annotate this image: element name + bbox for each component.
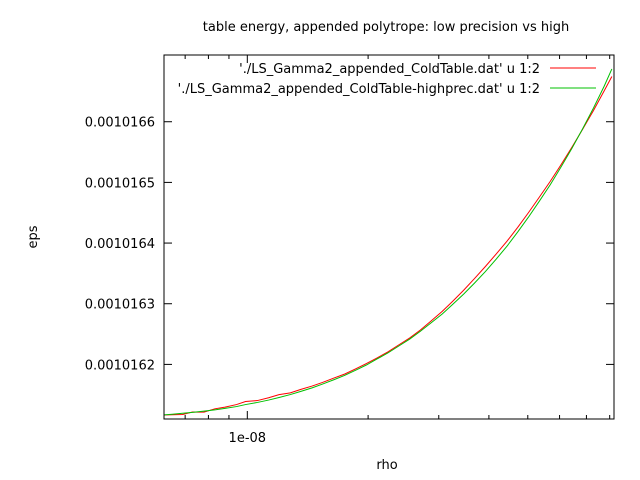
y-tick-label: 0.0010163 [85,298,155,313]
x-axis-label: rho [376,458,397,473]
chart-title: table energy, appended polytrope: low pr… [203,20,569,35]
y-tick-label: 0.0010162 [85,358,155,373]
y-tick-label: 0.0010166 [85,116,155,131]
y-tick-label: 0.0010164 [85,237,155,252]
series-line-1 [164,76,613,416]
legend: './LS_Gamma2_appended_ColdTable.dat' u 1… [178,62,596,97]
legend-label-2: './LS_Gamma2_appended_ColdTable-highprec… [178,82,540,97]
y-tick-label: 0.0010165 [85,176,155,191]
x-ticks: 1e-08 [184,55,611,446]
legend-label-1: './LS_Gamma2_appended_ColdTable.dat' u 1… [239,62,540,77]
plot-frame [163,54,615,420]
y-ticks: 0.0010162 0.0010163 0.0010164 0.0010165 0.00… [85,116,614,373]
x-tick-label: 1e-08 [229,431,267,446]
series-line-2 [164,68,613,416]
y-axis-label: eps [26,225,41,248]
series-layer [164,68,613,416]
